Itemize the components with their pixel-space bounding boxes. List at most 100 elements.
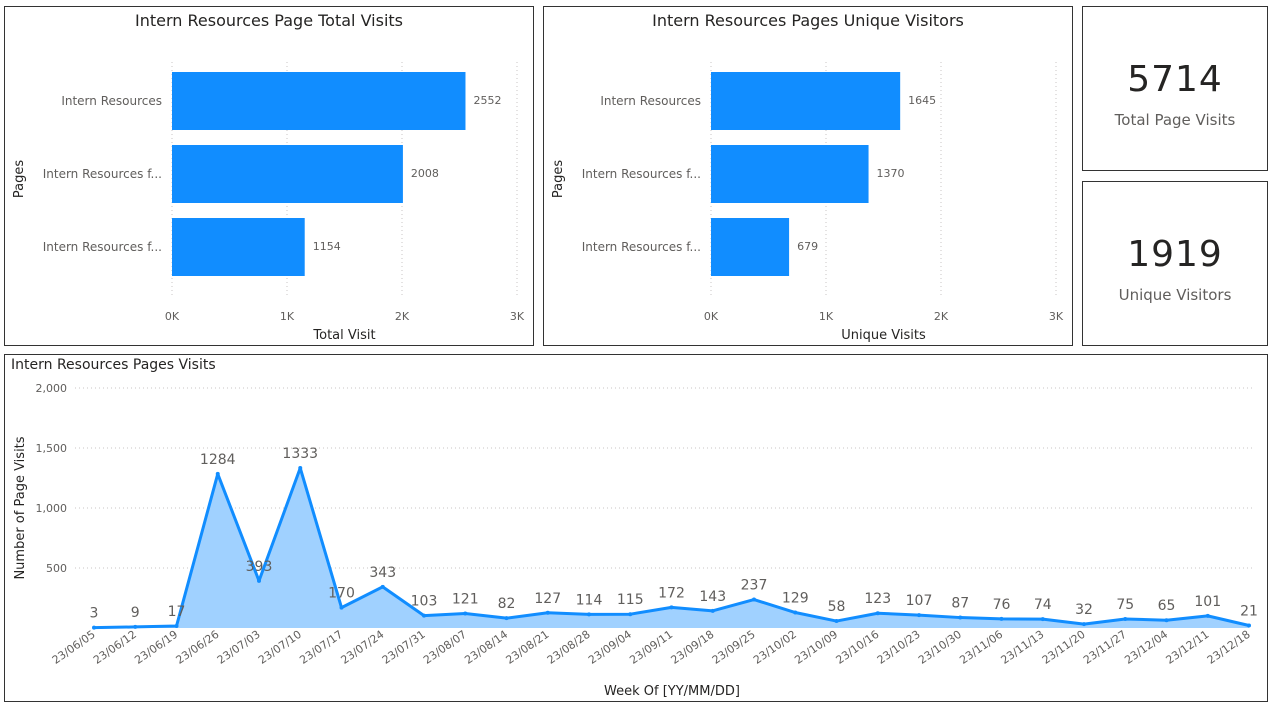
data-point (174, 623, 179, 628)
x-tick-label: 23/11/06 (957, 628, 1005, 667)
data-point (793, 610, 798, 615)
data-label: 343 (369, 565, 396, 581)
data-label: 129 (782, 591, 809, 607)
data-label: 103 (411, 594, 438, 610)
data-point (504, 616, 509, 621)
x-tick-label: 23/06/19 (132, 628, 180, 667)
data-point (1082, 622, 1086, 627)
data-point (133, 624, 138, 629)
data-label: 107 (906, 593, 933, 609)
page-visits-area-chart: 5001,0001,5002,000323/06/05923/06/121723… (13, 382, 1258, 699)
data-point (380, 584, 385, 589)
data-point (669, 605, 674, 610)
bar (711, 218, 790, 276)
x-tick-label: 0K (165, 310, 180, 323)
data-point (298, 466, 303, 471)
x-tick-label: 3K (510, 310, 525, 323)
x-tick-label: 23/07/31 (380, 628, 428, 667)
y-tick-label: 1,500 (36, 442, 68, 455)
total-page-visits-card: 5714 Total Page Visits (1082, 6, 1268, 171)
x-tick-label: 0K (704, 310, 719, 323)
x-tick-label: 1K (819, 310, 834, 323)
unique-visitors-bar-chart: 0K 1K 2K 3K Intern Resources 1645 Intern Resou… (551, 62, 1064, 343)
data-label: 76 (993, 597, 1011, 613)
data-point (257, 578, 261, 583)
total-visits-title: Intern Resources Page Total Visits (135, 11, 403, 30)
data-point (215, 471, 220, 476)
x-tick-label: 23/06/05 (50, 628, 98, 667)
page-visits-line-panel: Intern Resources Pages Visits 500 1,000 1,… (4, 354, 1268, 702)
data-label: 87 (951, 596, 969, 612)
data-point (545, 610, 550, 615)
data-label: 21 (1240, 603, 1258, 619)
x-tick-label: 2K (395, 310, 410, 323)
data-label: 9 (131, 605, 140, 621)
data-label: 1284 (200, 452, 236, 468)
x-axis-title: Unique Visits (841, 328, 926, 343)
data-label: 121 (452, 591, 479, 607)
x-tick-label: 23/07/10 (256, 628, 304, 667)
x-tick-label: 23/09/18 (669, 628, 717, 667)
data-point (1247, 623, 1251, 628)
data-point (834, 619, 839, 624)
x-tick-label: 23/11/20 (1040, 628, 1088, 667)
unique-visitors-panel: Intern Resources Pages Unique Visitors 0… (543, 6, 1073, 346)
data-label: 1333 (282, 446, 318, 462)
page-visits-line-title: Intern Resources Pages Visits (11, 357, 216, 373)
category-label: Intern Resources f... (582, 167, 701, 181)
data-label: 2008 (411, 167, 439, 180)
unique-visitors-label: Unique Visitors (1118, 286, 1232, 304)
data-label: 679 (797, 240, 818, 253)
unique-visitors-value: 1919 (1127, 234, 1223, 275)
x-tick-label: 23/08/21 (504, 628, 552, 667)
x-axis-title: Total Visit (312, 328, 375, 343)
data-label: 1370 (877, 167, 905, 180)
x-tick-label: 23/10/30 (916, 628, 964, 667)
x-tick-label: 23/12/18 (1205, 628, 1253, 667)
data-label: 17 (168, 604, 186, 620)
data-label: 2552 (473, 94, 501, 107)
x-tick-label: 23/06/12 (91, 628, 139, 667)
data-label: 1645 (908, 94, 936, 107)
y-axis-title: Number of Page Visits (13, 436, 28, 579)
x-tick-label: 23/11/13 (999, 628, 1047, 667)
data-point (628, 612, 633, 617)
data-point (1205, 613, 1210, 618)
x-tick-label: 23/07/03 (215, 628, 263, 667)
y-axis-title: Pages (551, 160, 566, 198)
x-tick-label: 23/09/25 (710, 628, 758, 667)
data-point (999, 616, 1004, 621)
x-tick-label: 23/06/26 (174, 628, 222, 667)
data-label: 172 (658, 585, 685, 601)
x-tick-label: 23/11/27 (1081, 628, 1129, 667)
x-tick-label: 23/08/07 (421, 628, 469, 667)
data-point (958, 615, 963, 620)
y-tick-label: 1,000 (36, 502, 68, 515)
x-tick-label: 23/10/23 (875, 628, 923, 667)
data-point (463, 611, 468, 616)
data-label: 58 (828, 599, 846, 615)
data-point (92, 625, 96, 630)
total-page-visits-label: Total Page Visits (1114, 111, 1236, 129)
x-tick-label: 1K (280, 310, 295, 323)
x-tick-label: 23/10/02 (751, 628, 799, 667)
data-point (1164, 618, 1169, 623)
data-label: 393 (246, 559, 273, 575)
total-visits-panel: Intern Resources Page Total Visits 0K 1K 2… (4, 6, 534, 346)
data-point (587, 612, 591, 617)
data-label: 3 (90, 606, 99, 622)
data-label: 127 (534, 591, 561, 607)
category-label: Intern Resources (61, 94, 162, 108)
y-tick-label: 2,000 (36, 382, 68, 395)
x-tick-label: 23/08/28 (545, 628, 593, 667)
x-tick-label: 23/10/16 (834, 628, 882, 667)
y-axis-title: Pages (12, 160, 27, 198)
bar (172, 218, 305, 276)
data-point (1123, 617, 1128, 621)
total-visits-bar-chart: 0K 1K 2K 3K Intern Resources 2552 Intern Resou… (12, 62, 525, 343)
data-label: 123 (864, 591, 891, 607)
unique-visitors-title: Intern Resources Pages Unique Visitors (652, 11, 964, 30)
data-label: 82 (498, 596, 516, 612)
data-point (752, 597, 756, 602)
data-point (1040, 617, 1045, 622)
